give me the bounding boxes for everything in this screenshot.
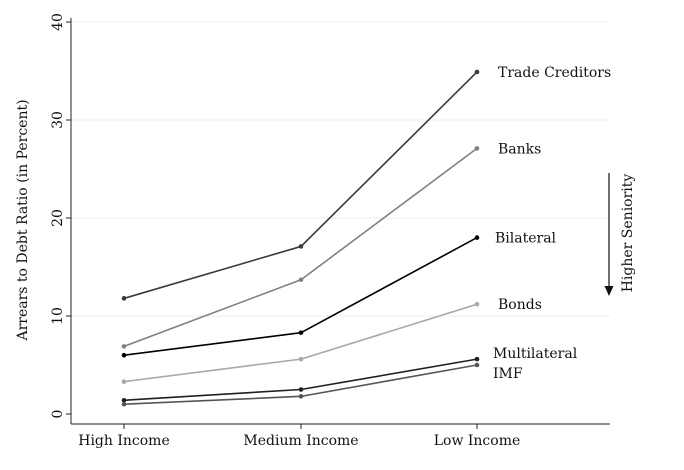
data-point-banks	[298, 277, 304, 283]
y-tick-label: 20	[50, 209, 66, 227]
data-point-bilateral	[298, 330, 304, 335]
x-tick-label: High Income	[78, 433, 170, 449]
y-tick-label: 40	[50, 13, 66, 31]
data-point-imf	[121, 401, 127, 407]
data-point-multilateral	[298, 387, 304, 392]
data-point-imf	[474, 362, 480, 368]
data-point-imf	[298, 394, 304, 399]
data-point-multilateral	[121, 397, 127, 403]
y-ticks: 0 10 20 30 40	[50, 13, 71, 418]
data-point-banks	[121, 344, 127, 349]
x-ticks: High Income Medium Income Low Income	[78, 424, 520, 449]
data-point-banks	[474, 146, 480, 151]
series-label-bilateral: Bilateral	[495, 231, 557, 247]
y-tick-label: 10	[50, 307, 66, 325]
y-tick-label: 30	[50, 111, 66, 129]
data-point-bonds	[474, 301, 480, 307]
series-label-banks: Banks	[498, 141, 541, 157]
gridlines	[71, 21, 610, 317]
x-tick-label: Low Income	[434, 433, 521, 449]
data-point-bilateral	[121, 352, 127, 358]
data-point-multilateral	[474, 356, 480, 362]
series-label-imf: IMF	[493, 366, 523, 382]
series-group	[121, 69, 480, 407]
data-point-bilateral	[474, 235, 480, 240]
x-tick-label: Medium Income	[243, 433, 358, 449]
seniority-annotation: Higher Seniority	[604, 173, 636, 296]
series-labels: Trade Creditors Banks Bilateral Bonds Multil…	[493, 65, 611, 382]
series-line-trade-creditors	[123, 71, 478, 300]
axes	[70, 18, 610, 425]
y-tick-label: 0	[50, 410, 66, 419]
series-label-bonds: Bonds	[498, 297, 542, 313]
series-label-multilateral: Multilateral	[493, 346, 578, 362]
seniority-label: Higher Seniority	[620, 174, 636, 293]
data-point-trade-creditors	[121, 296, 127, 301]
series-line-multilateral	[123, 358, 478, 402]
seniority-arrow-head	[604, 286, 614, 296]
y-axis-title: Arrears to Debt Ratio (in Percent)	[15, 99, 31, 341]
data-point-trade-creditors	[474, 69, 480, 75]
series-label-trade-creditors: Trade Creditors	[498, 65, 611, 81]
data-point-bonds	[298, 356, 304, 362]
data-point-trade-creditors	[298, 244, 304, 249]
data-point-bonds	[121, 379, 127, 384]
series-line-bilateral	[123, 236, 478, 356]
